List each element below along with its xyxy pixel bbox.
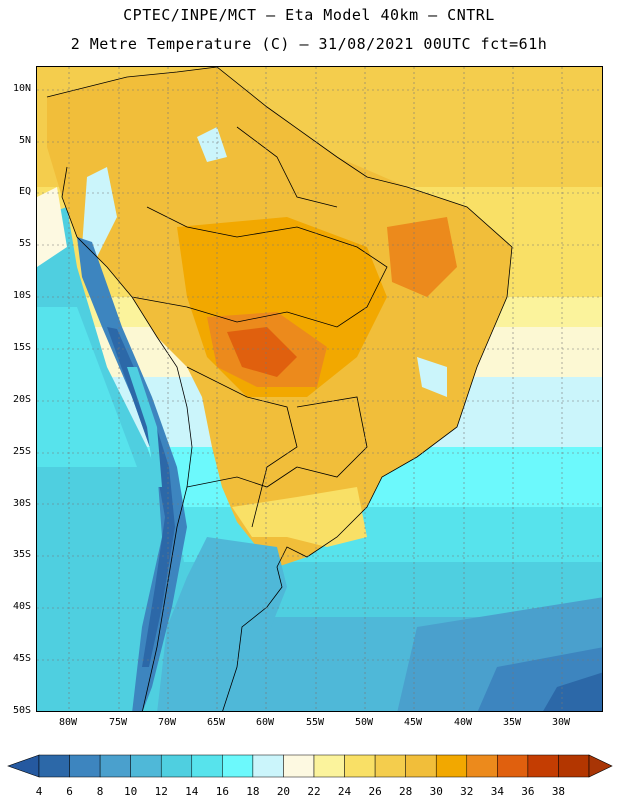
- lat-label-45s: 45S: [12, 653, 31, 664]
- colorbar-label: 16: [215, 785, 229, 798]
- lat-label-10n: 10N: [12, 83, 31, 94]
- colorbar-label: 26: [368, 785, 382, 798]
- lat-label-5n: 5N: [18, 135, 31, 146]
- lon-label-75w: 75W: [108, 717, 128, 728]
- colorbar-cell: [313, 754, 345, 778]
- lat-label-35s: 35S: [12, 549, 31, 560]
- temperature-field: [37, 67, 602, 711]
- lat-label-10s: 10S: [12, 290, 31, 301]
- lon-label-70w: 70W: [157, 717, 177, 728]
- colorbar-cell: [191, 754, 223, 778]
- lon-label-35w: 35W: [502, 717, 522, 728]
- colorbar-label: 8: [96, 785, 104, 798]
- colorbar-label: 28: [399, 785, 413, 798]
- colorbar-cell: [283, 754, 315, 778]
- colorbar-cell: [527, 754, 559, 778]
- coastlines: [46, 67, 513, 711]
- lat-label-30s: 30S: [12, 498, 31, 509]
- colorbar: [7, 754, 613, 778]
- colorbar-cell: [38, 754, 70, 778]
- lon-label-30w: 30W: [551, 717, 571, 728]
- lat-label-40s: 40S: [12, 601, 31, 612]
- colorbar-label: 10: [124, 785, 138, 798]
- colorbar-cell: [99, 754, 131, 778]
- colorbar-low-arrow: [7, 754, 40, 778]
- colorbar-cell: [252, 754, 284, 778]
- lat-label-25s: 25S: [12, 446, 31, 457]
- lat-label-15s: 15S: [12, 342, 31, 353]
- colorbar-label: 6: [66, 785, 73, 798]
- lat-label-eq: EQ: [18, 186, 31, 197]
- colorbar-cell: [435, 754, 468, 778]
- lon-label-65w: 65W: [206, 717, 226, 728]
- colorbar-label: 12: [154, 785, 168, 798]
- colorbar-cell: [466, 754, 498, 778]
- lon-label-40w: 40W: [453, 717, 473, 728]
- colorbar-high-arrow: [588, 754, 613, 778]
- colorbar-label: 18: [246, 785, 260, 798]
- colorbar-cell: [222, 754, 254, 778]
- title-line-1: CPTEC/INPE/MCT – Eta Model 40km – CNTRL: [123, 6, 495, 24]
- colorbar-cell: [69, 754, 101, 778]
- title-line-2: 2 Metre Temperature (C) – 31/08/2021 00U…: [70, 35, 548, 53]
- lat-label-50s: 50S: [12, 705, 31, 716]
- colorbar-label: 30: [429, 785, 443, 798]
- colorbar-label: 24: [337, 785, 352, 798]
- lat-label-20s: 20S: [12, 394, 31, 405]
- colorbar-label: 38: [551, 785, 566, 798]
- colorbar-cell: [405, 754, 437, 778]
- colorbar-cell: [374, 754, 406, 778]
- colorbar-label: 36: [521, 785, 535, 798]
- colorbar-label: 32: [460, 785, 474, 798]
- lon-label-80w: 80W: [58, 717, 78, 728]
- lon-label-45w: 45W: [403, 717, 423, 728]
- colorbar-label: 34: [490, 785, 504, 798]
- colorbar-cell: [344, 754, 376, 778]
- colorbar-cell: [130, 754, 162, 778]
- colorbar-cell: [558, 754, 590, 778]
- temperature-map: [36, 66, 603, 712]
- colorbar-label: 22: [307, 785, 321, 798]
- lon-label-55w: 55W: [305, 717, 325, 728]
- lon-label-50w: 50W: [354, 717, 374, 728]
- lat-label-5s: 5S: [18, 238, 31, 249]
- colorbar-label: 14: [185, 785, 199, 798]
- colorbar-cell: [160, 754, 193, 778]
- colorbar-label: 4: [35, 785, 43, 798]
- colorbar-cell: [497, 754, 529, 778]
- colorbar-label: 20: [276, 785, 291, 798]
- lon-label-60w: 60W: [255, 717, 275, 728]
